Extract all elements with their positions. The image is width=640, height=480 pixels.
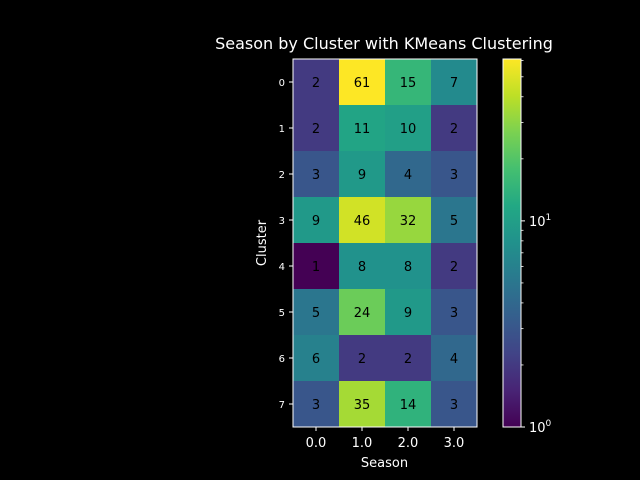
heatmap-cell: [385, 151, 431, 197]
x-axis-label: Season: [361, 456, 408, 471]
heatmap-cell: [431, 381, 477, 427]
heatmap-cell: [339, 197, 385, 243]
cell-value-label: 24: [354, 306, 371, 321]
cell-value-label: 32: [400, 214, 417, 229]
x-tick-label: 2.0: [398, 436, 419, 451]
cell-value-label: 61: [354, 76, 371, 91]
heatmap-cell: [339, 243, 385, 289]
heatmap-cell: [431, 289, 477, 335]
cell-value-label: 9: [358, 168, 366, 183]
cell-value-label: 2: [312, 76, 320, 91]
heatmap-cell: [293, 59, 339, 105]
heatmap-cell: [293, 289, 339, 335]
y-tick-label: 7: [279, 400, 285, 411]
y-tick-label: 4: [279, 262, 285, 273]
x-axis-ticks: 0.0 1.0 2.0 3.0: [292, 58, 478, 451]
cell-value-label: 2: [450, 260, 458, 275]
heatmap-cell: [293, 151, 339, 197]
cell-value-label: 5: [312, 306, 320, 321]
chart-title: Season by Cluster with KMeans Clustering: [215, 34, 553, 53]
x-tick-label: 3.0: [444, 436, 465, 451]
y-tick-label: 0: [279, 78, 285, 89]
heatmap-cell: [385, 243, 431, 289]
heatmap-cell: [293, 381, 339, 427]
heatmap-cell: [431, 243, 477, 289]
heatmap-cells: 2 61 15 72 11 10 23 9 4 39 46 32 51 8 8 25 24 9 36 2 2 43 35 14…: [293, 59, 477, 427]
cell-value-label: 1: [312, 260, 320, 275]
y-axis-label: Cluster: [255, 219, 270, 266]
cell-value-label: 11: [354, 122, 371, 137]
cell-value-label: 2: [404, 352, 412, 367]
cell-value-label: 8: [404, 260, 412, 275]
heatmap-cell: [293, 243, 339, 289]
heatmap-cell: [293, 197, 339, 243]
heatmap-cell: [431, 105, 477, 151]
cell-value-label: 4: [450, 352, 458, 367]
y-tick-label: 6: [279, 354, 285, 365]
colorbar-gradient: [502, 58, 522, 428]
cell-value-label: 3: [450, 306, 458, 321]
heatmap-cell: [431, 59, 477, 105]
cell-value-label: 7: [450, 76, 458, 91]
cell-value-label: 6: [312, 352, 320, 367]
cell-value-label: 2: [450, 122, 458, 137]
cell-value-label: 4: [404, 168, 412, 183]
cell-value-label: 46: [354, 214, 371, 229]
y-tick-label: 3: [279, 216, 285, 227]
heatmap-cell: [339, 335, 385, 381]
heatmap-cell: [385, 59, 431, 105]
heatmap-cell: [339, 289, 385, 335]
cell-value-label: 2: [358, 352, 366, 367]
y-axis-ticks: 0 1 2 3 4 5 6 7: [279, 78, 293, 411]
heatmap-cell: [431, 197, 477, 243]
heatmap-cell: [385, 335, 431, 381]
x-tick-label: 1.0: [352, 436, 373, 451]
y-tick-label: 1: [279, 124, 285, 135]
cell-value-label: 3: [450, 398, 458, 413]
y-tick-label: 5: [279, 308, 285, 319]
cell-value-label: 2: [312, 122, 320, 137]
cell-value-label: 3: [312, 168, 320, 183]
cell-value-label: 10: [400, 122, 417, 137]
heatmap-cell: [339, 381, 385, 427]
cell-value-label: 35: [354, 398, 371, 413]
cell-value-label: 5: [450, 214, 458, 229]
cell-value-label: 15: [400, 76, 417, 91]
cell-value-label: 14: [400, 398, 417, 413]
cell-value-label: 3: [450, 168, 458, 183]
heatmap-cell: [385, 381, 431, 427]
cell-value-label: 9: [404, 306, 412, 321]
plot-frame: [292, 58, 478, 428]
heatmap-cell: [431, 335, 477, 381]
heatmap-cell: [293, 105, 339, 151]
cell-value-label: 9: [312, 214, 320, 229]
heatmap-cell: [385, 197, 431, 243]
heatmap-cell: [293, 335, 339, 381]
x-tick-label: 0.0: [306, 436, 327, 451]
cell-value-label: 8: [358, 260, 366, 275]
heatmap-cell: [339, 105, 385, 151]
heatmap-cell: [339, 151, 385, 197]
cell-value-label: 3: [312, 398, 320, 413]
heatmap-cell: [431, 151, 477, 197]
heatmap-cell: [385, 289, 431, 335]
y-tick-label: 2: [279, 170, 285, 181]
heatmap-cell: [339, 59, 385, 105]
heatmap-cell: [385, 105, 431, 151]
